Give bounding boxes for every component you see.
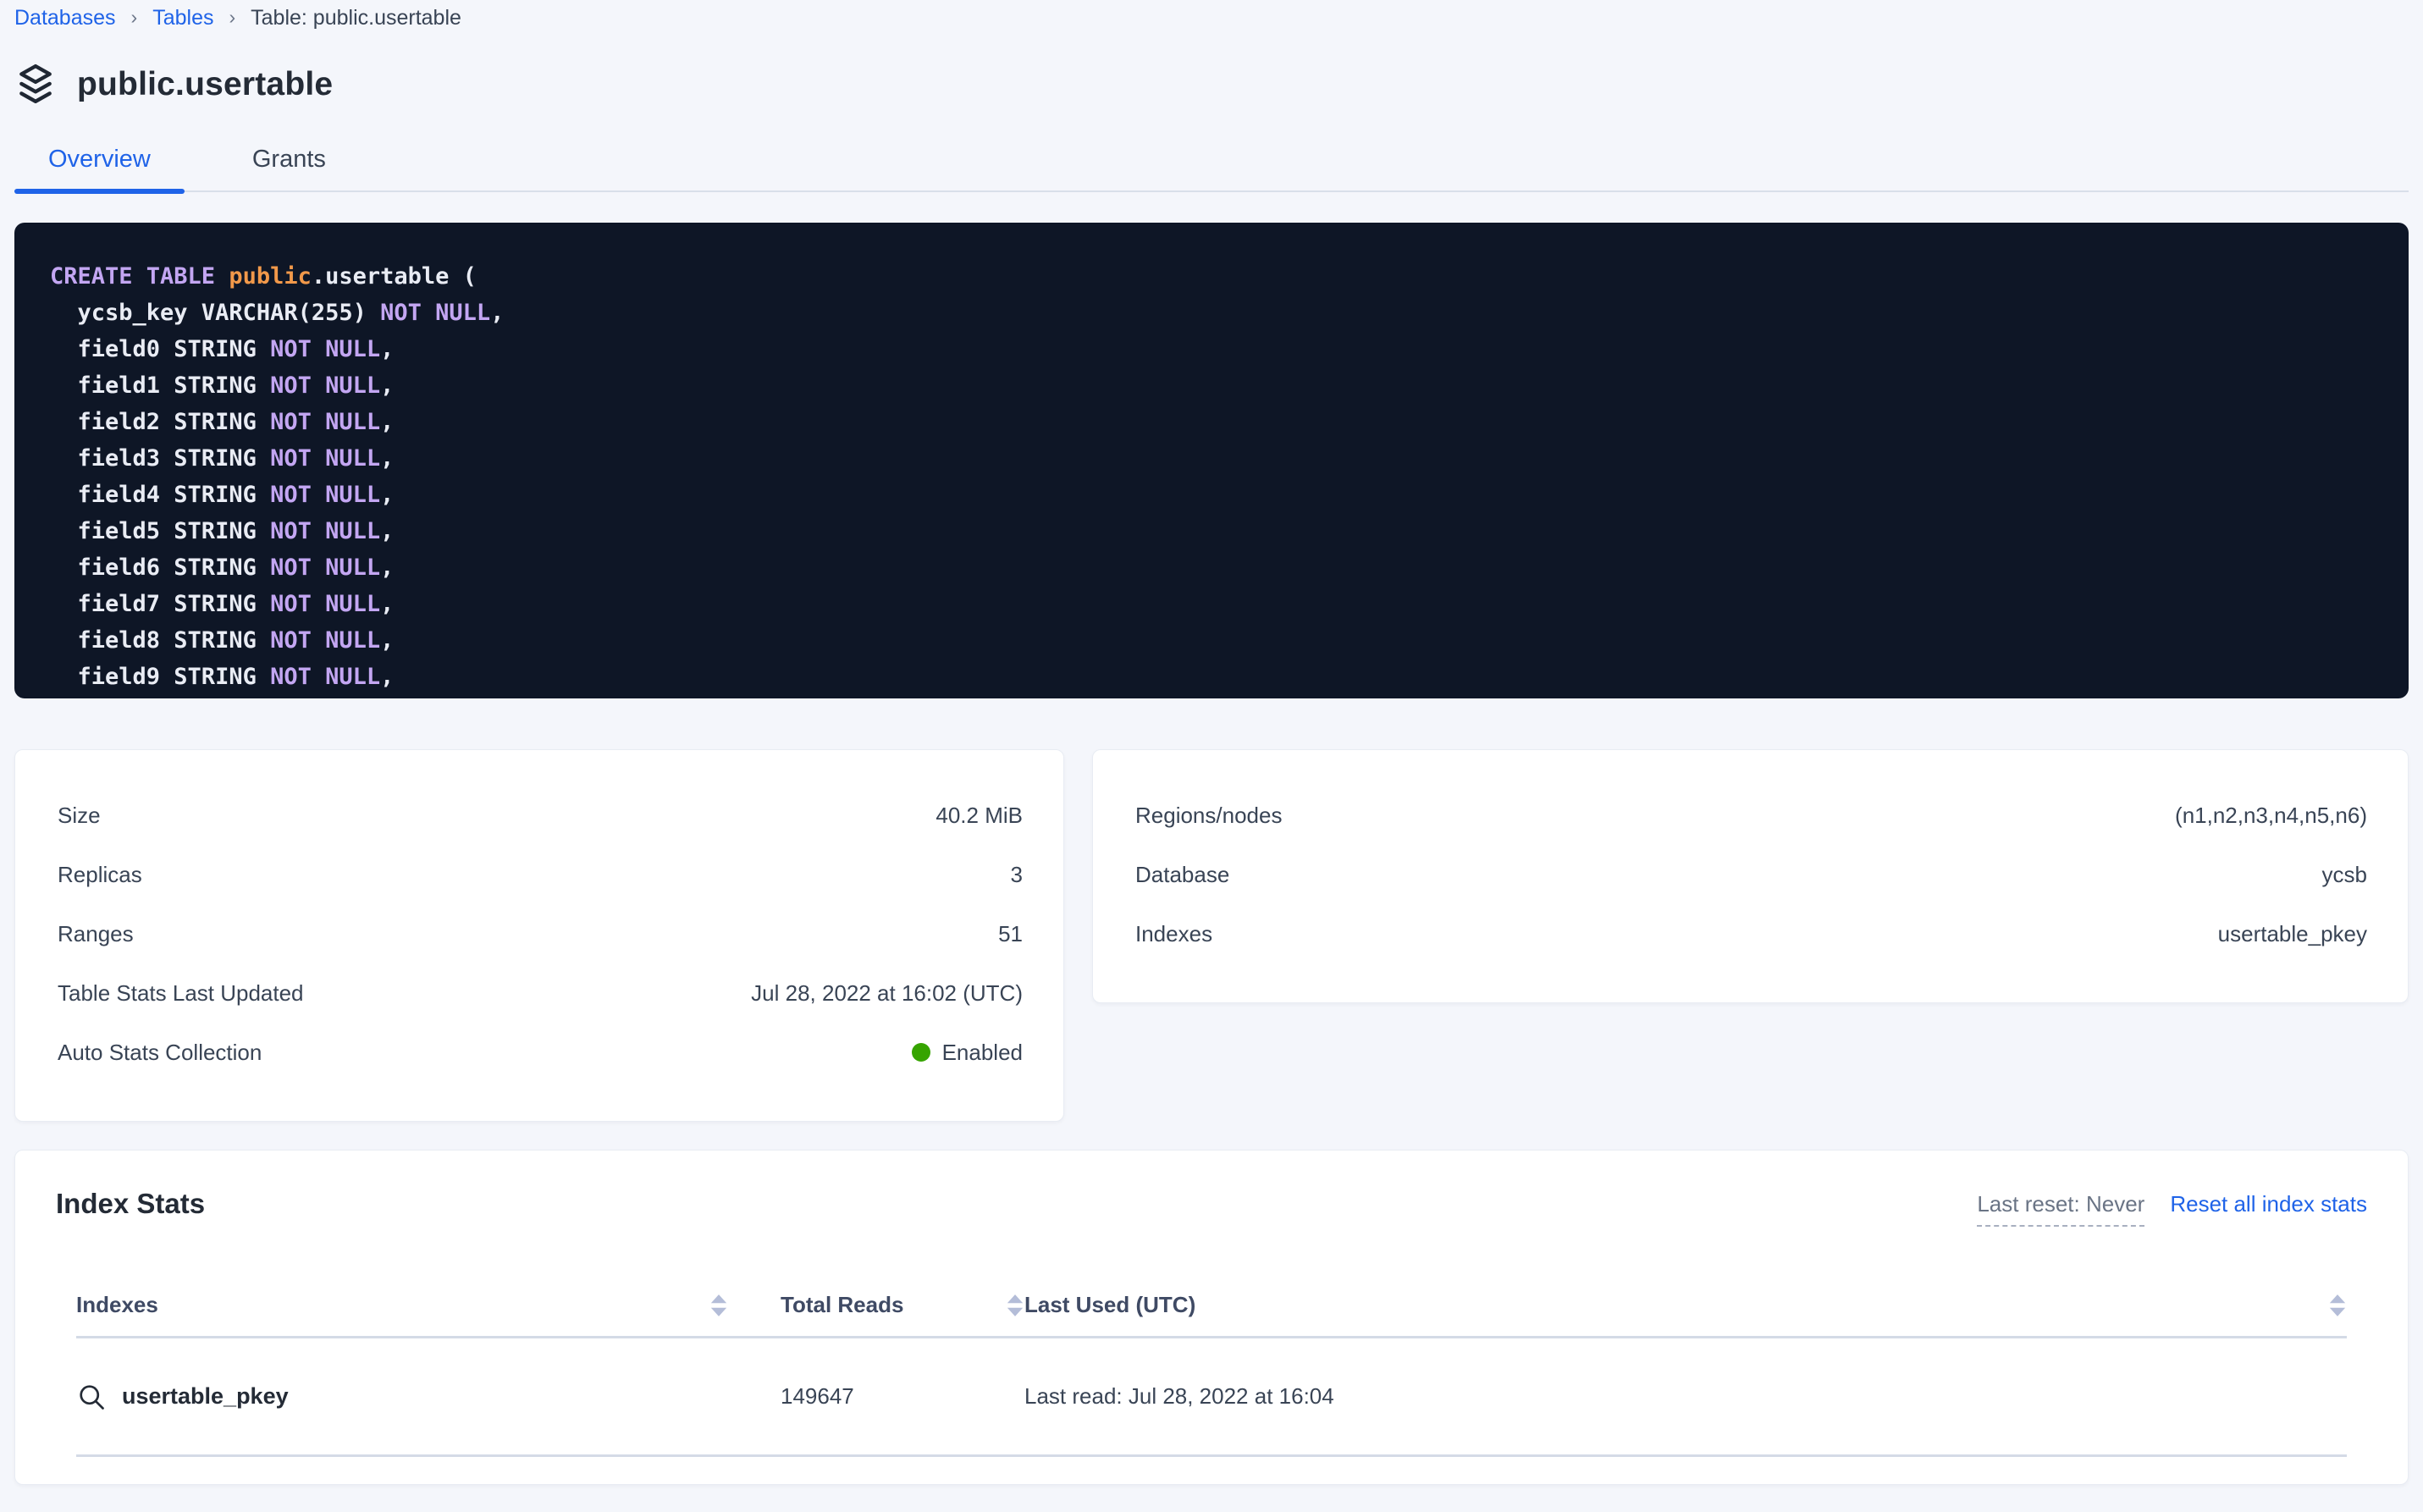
status-dot-icon [911,1043,930,1062]
last-reset-label: Last reset: Never [1977,1191,2145,1227]
sql-line: field5 STRING NOT NULL, [50,518,395,544]
sql-line: field0 STRING NOT NULL, [50,336,395,362]
stat-value: ycsb [2321,861,2367,887]
index-stats-row: usertable_pkey 149647 Last read: Jul 28, 2… [76,1338,2347,1457]
tab-bar: Overview Grants [14,132,2409,194]
page-title: public.usertable [77,66,334,102]
stack-layers-icon [14,61,57,108]
stat-label: Database [1135,861,1230,887]
breadcrumb-link-tables[interactable]: Tables [152,6,214,30]
index-stats-table: Indexes Total Reads Last Used (UTC) usertab… [76,1274,2347,1457]
column-header-last-used-utc-[interactable]: Last Used (UTC) [1024,1292,2347,1318]
stat-row-size: Size 40.2 MiB [58,786,1023,845]
sql-line: ycsb_key VARCHAR(255) NOT NULL, [50,300,505,326]
search-icon [80,1384,104,1410]
breadcrumb-separator-icon: › [229,6,236,28]
stat-label: Auto Stats Collection [58,1039,262,1065]
stat-label: Table Stats Last Updated [58,979,304,1006]
create-table-sql-block: CREATE TABLE public.usertable ( ycsb_key… [14,223,2409,698]
last-used-cell: Last read: Jul 28, 2022 at 16:04 [1024,1383,1334,1409]
stat-value: 40.2 MiB [936,802,1023,828]
stat-row-database: Database ycsb [1135,845,2367,904]
table-stats-card: Size 40.2 MiB Replicas 3 Ranges 51 Table Stats… [14,749,1064,1122]
sql-line: field2 STRING NOT NULL, [50,409,395,435]
stat-row-auto-stats-collection: Auto Stats Collection Enabled [58,1023,1023,1082]
table-info-card: Regions/nodes (n1,n2,n3,n4,n5,n6) Database… [1092,749,2409,1003]
stat-label: Size [58,802,101,828]
stat-label: Indexes [1135,920,1213,946]
index-table-header-row: Indexes Total Reads Last Used (UTC) [76,1274,2347,1338]
stat-value: usertable_pkey [2217,920,2367,946]
tab-grants[interactable]: Grants [251,146,326,173]
breadcrumb-separator-icon: › [130,6,138,28]
column-header-indexes[interactable]: Indexes [76,1292,728,1318]
stat-row-indexes: Indexes usertable_pkey [1135,904,2367,963]
index-stats-actions: Last reset: Never Reset all index stats [1977,1188,2367,1227]
summary-cards-row: Size 40.2 MiB Replicas 3 Ranges 51 Table Stats… [14,749,2409,1122]
sql-line: field7 STRING NOT NULL, [50,591,395,617]
index-name-cell: usertable_pkey [76,1382,728,1412]
sort-icon[interactable] [1006,1293,1024,1318]
stat-value: (n1,n2,n3,n4,n5,n6) [2175,802,2367,828]
sql-line: field1 STRING NOT NULL, [50,372,395,399]
stat-label: Regions/nodes [1135,802,1283,828]
sql-line: field4 STRING NOT NULL, [50,482,395,508]
tab-overview[interactable]: Overview [14,132,185,194]
sql-line: field9 STRING NOT NULL, [50,664,395,690]
sql-line: field8 STRING NOT NULL, [50,627,395,654]
index-name-link[interactable]: usertable_pkey [76,1382,289,1412]
breadcrumb-link-databases[interactable]: Databases [14,6,116,30]
sort-icon[interactable] [2328,1293,2347,1318]
stat-row-regions-nodes: Regions/nodes (n1,n2,n3,n4,n5,n6) [1135,786,2367,845]
index-stats-header: Index Stats Last reset: Never Reset all … [56,1188,2367,1227]
stat-label: Ranges [58,920,134,946]
index-name: usertable_pkey [122,1383,289,1409]
index-stats-title: Index Stats [56,1188,206,1219]
stat-row-ranges: Ranges 51 [58,904,1023,963]
stat-value: Jul 28, 2022 at 16:02 (UTC) [751,979,1023,1006]
reset-all-index-stats-link[interactable]: Reset all index stats [2170,1191,2367,1217]
stat-label: Replicas [58,861,142,887]
breadcrumb-current: Table: public.usertable [251,6,461,30]
stat-row-replicas: Replicas 3 [58,845,1023,904]
stat-value: Enabled [911,1040,1023,1066]
page-header: public.usertable [14,61,2409,108]
column-header-total-reads[interactable]: Total Reads [728,1292,1024,1318]
sort-icon[interactable] [709,1293,728,1318]
stat-value: 3 [1010,861,1023,887]
sql-line: CREATE TABLE public.usertable ( [50,263,477,290]
stat-row-table-stats-last-updated: Table Stats Last Updated Jul 28, 2022 at … [58,963,1023,1023]
total-reads-cell: 149647 [781,1383,854,1409]
sql-line: field6 STRING NOT NULL, [50,555,395,581]
breadcrumb: Databases › Tables › Table: public.usert… [14,0,2409,30]
index-stats-card: Index Stats Last reset: Never Reset all … [14,1150,2409,1485]
stat-value: 51 [998,920,1023,946]
sql-line: field3 STRING NOT NULL, [50,445,395,472]
